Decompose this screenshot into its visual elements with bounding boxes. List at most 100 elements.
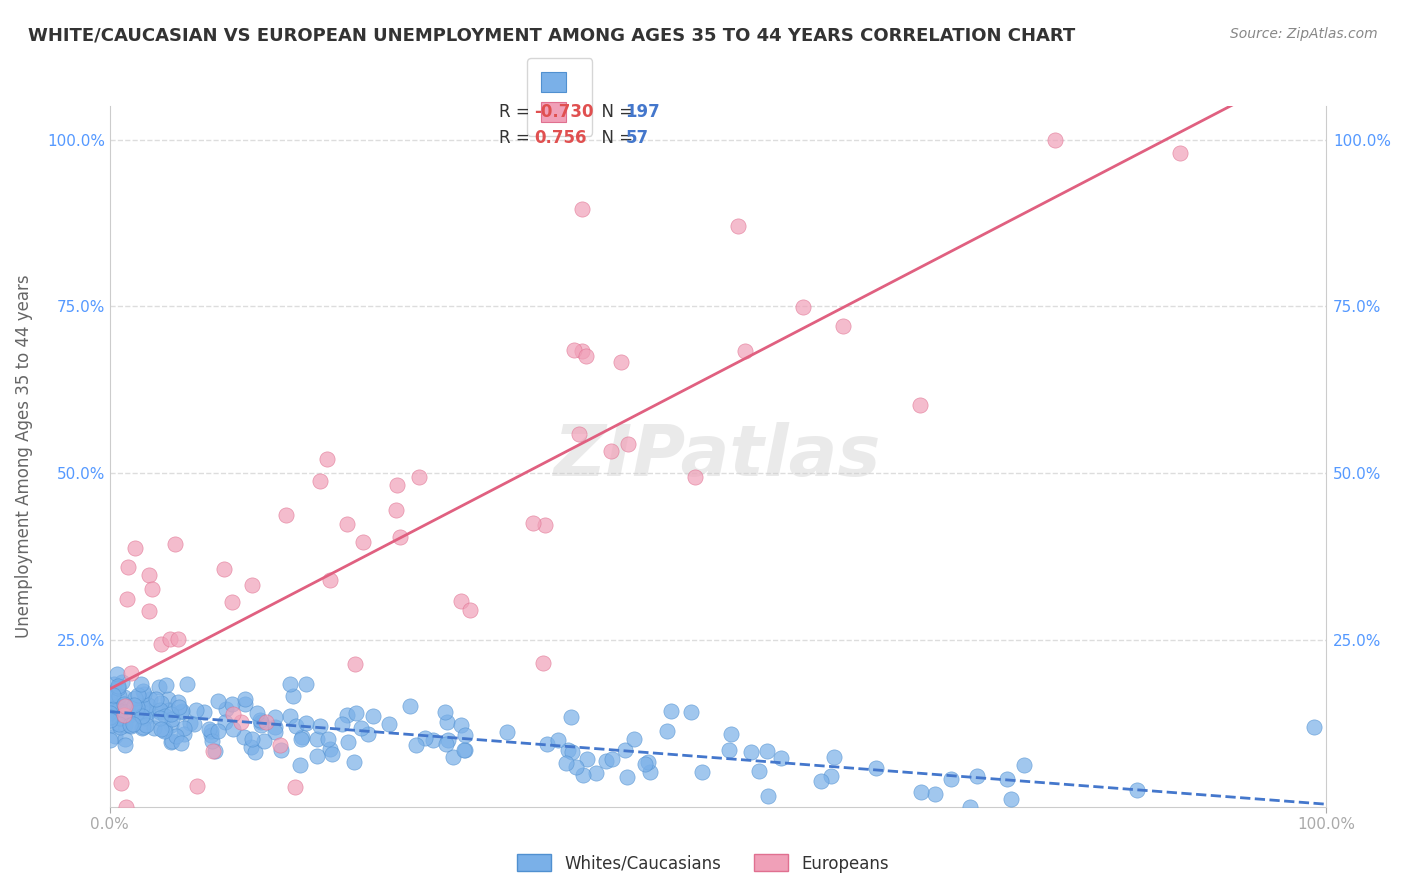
- Point: [233, 691, 256, 706]
- Point: [112, 690, 135, 705]
- Point: [98, 696, 121, 710]
- Point: [200, 724, 222, 739]
- Point: [908, 398, 931, 412]
- Point: [792, 300, 814, 314]
- Point: [274, 508, 297, 523]
- Point: [344, 657, 367, 672]
- Point: [138, 603, 160, 617]
- Point: [634, 756, 657, 771]
- Point: [278, 709, 301, 723]
- Point: [125, 706, 148, 720]
- Point: [910, 784, 932, 798]
- Point: [176, 677, 198, 691]
- Point: [221, 595, 243, 609]
- Point: [122, 717, 145, 731]
- Point: [454, 728, 477, 742]
- Point: [155, 678, 177, 692]
- Point: [820, 770, 842, 784]
- Point: [250, 714, 273, 729]
- Point: [98, 709, 121, 723]
- Point: [571, 344, 593, 359]
- Point: [616, 770, 638, 784]
- Point: [131, 677, 153, 691]
- Point: [160, 707, 183, 722]
- Point: [112, 697, 135, 711]
- Point: [149, 705, 172, 719]
- Point: [136, 705, 159, 719]
- Point: [422, 732, 444, 747]
- Point: [193, 705, 215, 719]
- Point: [201, 734, 224, 748]
- Point: [132, 684, 155, 698]
- Point: [179, 715, 201, 730]
- Point: [111, 675, 134, 690]
- Point: [408, 469, 430, 483]
- Point: [125, 699, 148, 714]
- Point: [160, 734, 183, 748]
- Point: [316, 731, 339, 746]
- Point: [284, 719, 307, 733]
- Point: [399, 698, 422, 713]
- Point: [131, 709, 153, 723]
- Point: [104, 729, 127, 743]
- Point: [149, 703, 172, 717]
- Point: [458, 603, 481, 617]
- Point: [748, 764, 770, 778]
- Point: [134, 706, 156, 720]
- Point: [157, 692, 180, 706]
- Point: [637, 755, 659, 769]
- Point: [755, 744, 778, 758]
- Point: [434, 737, 457, 751]
- Point: [150, 722, 173, 736]
- Text: R =: R =: [499, 103, 536, 120]
- Point: [143, 721, 166, 735]
- Point: [1126, 783, 1149, 797]
- Point: [865, 761, 887, 775]
- Point: [941, 772, 963, 786]
- Point: [101, 694, 124, 708]
- Point: [1302, 720, 1324, 734]
- Point: [564, 760, 586, 774]
- Point: [120, 665, 142, 680]
- Point: [98, 687, 121, 701]
- Point: [134, 711, 156, 725]
- Point: [131, 699, 153, 714]
- Point: [202, 744, 225, 758]
- Point: [305, 731, 328, 746]
- Point: [101, 705, 124, 719]
- Point: [233, 730, 256, 744]
- Point: [831, 319, 853, 334]
- Text: WHITE/CAUCASIAN VS EUROPEAN UNEMPLOYMENT AMONG AGES 35 TO 44 YEARS CORRELATION C: WHITE/CAUCASIAN VS EUROPEAN UNEMPLOYMENT…: [28, 27, 1076, 45]
- Point: [385, 502, 408, 516]
- Point: [103, 689, 125, 703]
- Point: [595, 754, 617, 768]
- Point: [173, 727, 195, 741]
- Point: [336, 708, 359, 723]
- Point: [585, 766, 607, 780]
- Point: [160, 717, 183, 731]
- Point: [740, 745, 762, 759]
- Text: N =: N =: [591, 103, 638, 120]
- Text: -0.730: -0.730: [534, 103, 593, 120]
- Point: [149, 711, 172, 725]
- Point: [108, 720, 131, 734]
- Point: [336, 517, 359, 532]
- Point: [356, 727, 378, 741]
- Point: [769, 751, 792, 765]
- Point: [114, 699, 136, 714]
- Point: [727, 219, 749, 234]
- Point: [405, 738, 427, 752]
- Point: [150, 696, 173, 710]
- Point: [157, 703, 180, 717]
- Point: [659, 705, 682, 719]
- Point: [148, 681, 170, 695]
- Point: [222, 723, 245, 737]
- Point: [294, 716, 316, 731]
- Point: [159, 632, 181, 646]
- Point: [115, 592, 138, 607]
- Point: [160, 712, 183, 726]
- Point: [617, 437, 640, 451]
- Point: [350, 721, 373, 735]
- Point: [170, 705, 193, 719]
- Point: [165, 729, 187, 743]
